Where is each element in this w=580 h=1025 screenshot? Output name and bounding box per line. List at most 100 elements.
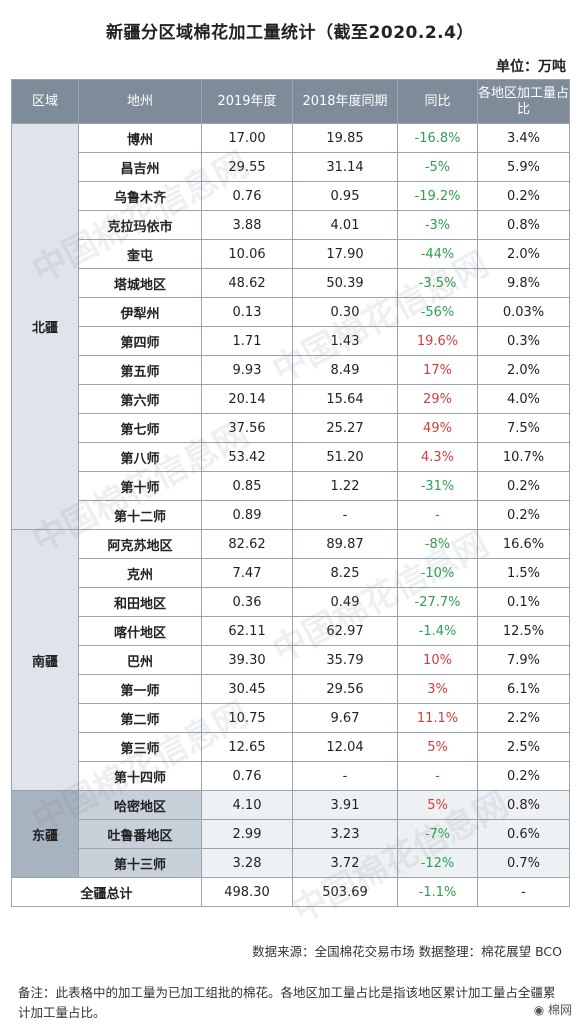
page-title: 新疆分区域棉花加工量统计（截至2020.2.4） bbox=[106, 23, 474, 43]
share-cell: 0.1% bbox=[477, 587, 570, 617]
share-cell: 2.5% bbox=[477, 732, 570, 762]
table-row: 克州 7.47 8.25 -10% 1.5% bbox=[12, 558, 570, 588]
city-cell: 第十四师 bbox=[78, 761, 202, 791]
value-2019-cell: 0.76 bbox=[201, 181, 293, 211]
city-cell: 博州 bbox=[78, 123, 202, 153]
yoy-cell: -27.7% bbox=[397, 587, 478, 617]
value-2018-cell: 4.01 bbox=[292, 210, 398, 240]
city-cell: 塔城地区 bbox=[78, 268, 202, 298]
yoy-cell: -8% bbox=[397, 529, 478, 559]
value-2019-cell: 10.06 bbox=[201, 239, 293, 269]
value-2019-cell: 0.85 bbox=[201, 471, 293, 501]
city-cell: 第三师 bbox=[78, 732, 202, 762]
share-cell: 2.0% bbox=[477, 239, 570, 269]
table-row: 第十三师 3.28 3.72 -12% 0.7% bbox=[12, 848, 570, 878]
value-2018-cell: 0.30 bbox=[292, 297, 398, 327]
value-2018-cell: 1.43 bbox=[292, 326, 398, 356]
table-row: 喀什地区 62.11 62.97 -1.4% 12.5% bbox=[12, 616, 570, 646]
col-header-share: 各地区加工量占比 bbox=[477, 79, 570, 124]
city-cell: 喀什地区 bbox=[78, 616, 202, 646]
yoy-cell: 5% bbox=[397, 790, 478, 820]
share-cell: 0.6% bbox=[477, 819, 570, 849]
value-2018-cell: 89.87 bbox=[292, 529, 398, 559]
value-2018-cell: 31.14 bbox=[292, 152, 398, 182]
yoy-cell: 4.3% bbox=[397, 442, 478, 472]
value-2019-cell: 12.65 bbox=[201, 732, 293, 762]
value-2019-cell: 3.88 bbox=[201, 210, 293, 240]
table-row: 第二师 10.75 9.67 11.1% 2.2% bbox=[12, 703, 570, 733]
table-row: 第七师 37.56 25.27 49% 7.5% bbox=[12, 413, 570, 443]
yoy-cell: -19.2% bbox=[397, 181, 478, 211]
yoy-cell: -1.1% bbox=[397, 877, 478, 907]
value-2018-cell: 9.67 bbox=[292, 703, 398, 733]
logo-text: 棉网 bbox=[547, 1003, 572, 1017]
yoy-cell: 19.6% bbox=[397, 326, 478, 356]
value-2018-cell: - bbox=[292, 761, 398, 791]
value-2019-cell: 0.76 bbox=[201, 761, 293, 791]
share-cell: 0.2% bbox=[477, 471, 570, 501]
share-cell: 6.1% bbox=[477, 674, 570, 704]
table-row: 第三师 12.65 12.04 5% 2.5% bbox=[12, 732, 570, 762]
region-cell: 东疆 bbox=[11, 790, 79, 878]
city-cell: 乌鲁木齐 bbox=[78, 181, 202, 211]
table-row: 第十四师 0.76- -0.2% bbox=[12, 761, 570, 791]
yoy-cell: -5% bbox=[397, 152, 478, 182]
value-2018-cell: 8.25 bbox=[292, 558, 398, 588]
share-cell: 7.9% bbox=[477, 645, 570, 675]
value-2019-cell: 53.42 bbox=[201, 442, 293, 472]
city-cell: 克拉玛依市 bbox=[78, 210, 202, 240]
share-cell: 2.0% bbox=[477, 355, 570, 385]
yoy-cell: 10% bbox=[397, 645, 478, 675]
share-cell: 4.0% bbox=[477, 384, 570, 414]
value-2019-cell: 7.47 bbox=[201, 558, 293, 588]
table-row: 北疆 博州 17.00 19.85 -16.8% 3.4% bbox=[11, 123, 570, 530]
yoy-cell: - bbox=[397, 500, 478, 530]
value-2019-cell: 48.62 bbox=[201, 268, 293, 298]
table-row: 巴州 39.30 35.79 10% 7.9% bbox=[12, 645, 570, 675]
col-header-2019: 2019年度 bbox=[201, 79, 293, 124]
city-cell: 阿克苏地区 bbox=[78, 529, 202, 559]
table-row: 第十师 0.85 1.22 -31% 0.2% bbox=[12, 471, 570, 501]
share-cell: 0.7% bbox=[477, 848, 570, 878]
city-cell: 第十师 bbox=[78, 471, 202, 501]
city-cell: 第二师 bbox=[78, 703, 202, 733]
table-row: 第八师 53.42 51.20 4.3% 10.7% bbox=[12, 442, 570, 472]
value-2018-cell: - bbox=[292, 500, 398, 530]
city-cell: 第十三师 bbox=[78, 848, 202, 878]
value-2018-cell: 25.27 bbox=[292, 413, 398, 443]
share-cell: 10.7% bbox=[477, 442, 570, 472]
cotton-processing-table: 区域 地州 2019年度 2018年度同期 同比 各地区加工量占比 北疆 博州 17… bbox=[11, 79, 570, 907]
value-2018-cell: 3.91 bbox=[292, 790, 398, 820]
share-cell: 5.9% bbox=[477, 152, 570, 182]
value-2019-cell: 1.71 bbox=[201, 326, 293, 356]
share-cell: 12.5% bbox=[477, 616, 570, 646]
yoy-cell: 17% bbox=[397, 355, 478, 385]
city-cell: 吐鲁番地区 bbox=[78, 819, 202, 849]
table-row: 吐鲁番地区 2.99 3.23 -7% 0.6% bbox=[12, 819, 570, 849]
value-2019-cell: 9.93 bbox=[201, 355, 293, 385]
value-2018-cell: 12.04 bbox=[292, 732, 398, 762]
city-cell: 第五师 bbox=[78, 355, 202, 385]
value-2018-cell: 62.97 bbox=[292, 616, 398, 646]
yoy-cell: -12% bbox=[397, 848, 478, 878]
table-row: 第一师 30.45 29.56 3% 6.1% bbox=[12, 674, 570, 704]
value-2018-cell: 3.72 bbox=[292, 848, 398, 878]
yoy-cell: 5% bbox=[397, 732, 478, 762]
yoy-cell: -31% bbox=[397, 471, 478, 501]
city-cell: 哈密地区 bbox=[78, 790, 202, 820]
logo: ◉ 棉网 bbox=[533, 1003, 572, 1017]
value-2018-cell: 35.79 bbox=[292, 645, 398, 675]
share-cell: 0.8% bbox=[477, 210, 570, 240]
yoy-cell: 49% bbox=[397, 413, 478, 443]
yoy-cell: -1.4% bbox=[397, 616, 478, 646]
share-cell: - bbox=[477, 877, 570, 907]
city-cell: 奎屯 bbox=[78, 239, 202, 269]
value-2019-cell: 62.11 bbox=[201, 616, 293, 646]
table-row: 南疆 阿克苏地区 82.62 89.87 -8% 16.6% bbox=[11, 529, 570, 791]
value-2019-cell: 3.28 bbox=[201, 848, 293, 878]
yoy-cell: - bbox=[397, 761, 478, 791]
value-2019-cell: 17.00 bbox=[201, 123, 293, 153]
table-row: 塔城地区 48.62 50.39 -3.5% 9.8% bbox=[12, 268, 570, 298]
value-2019-cell: 498.30 bbox=[201, 877, 293, 907]
total-label: 全疆总计 bbox=[11, 877, 202, 907]
